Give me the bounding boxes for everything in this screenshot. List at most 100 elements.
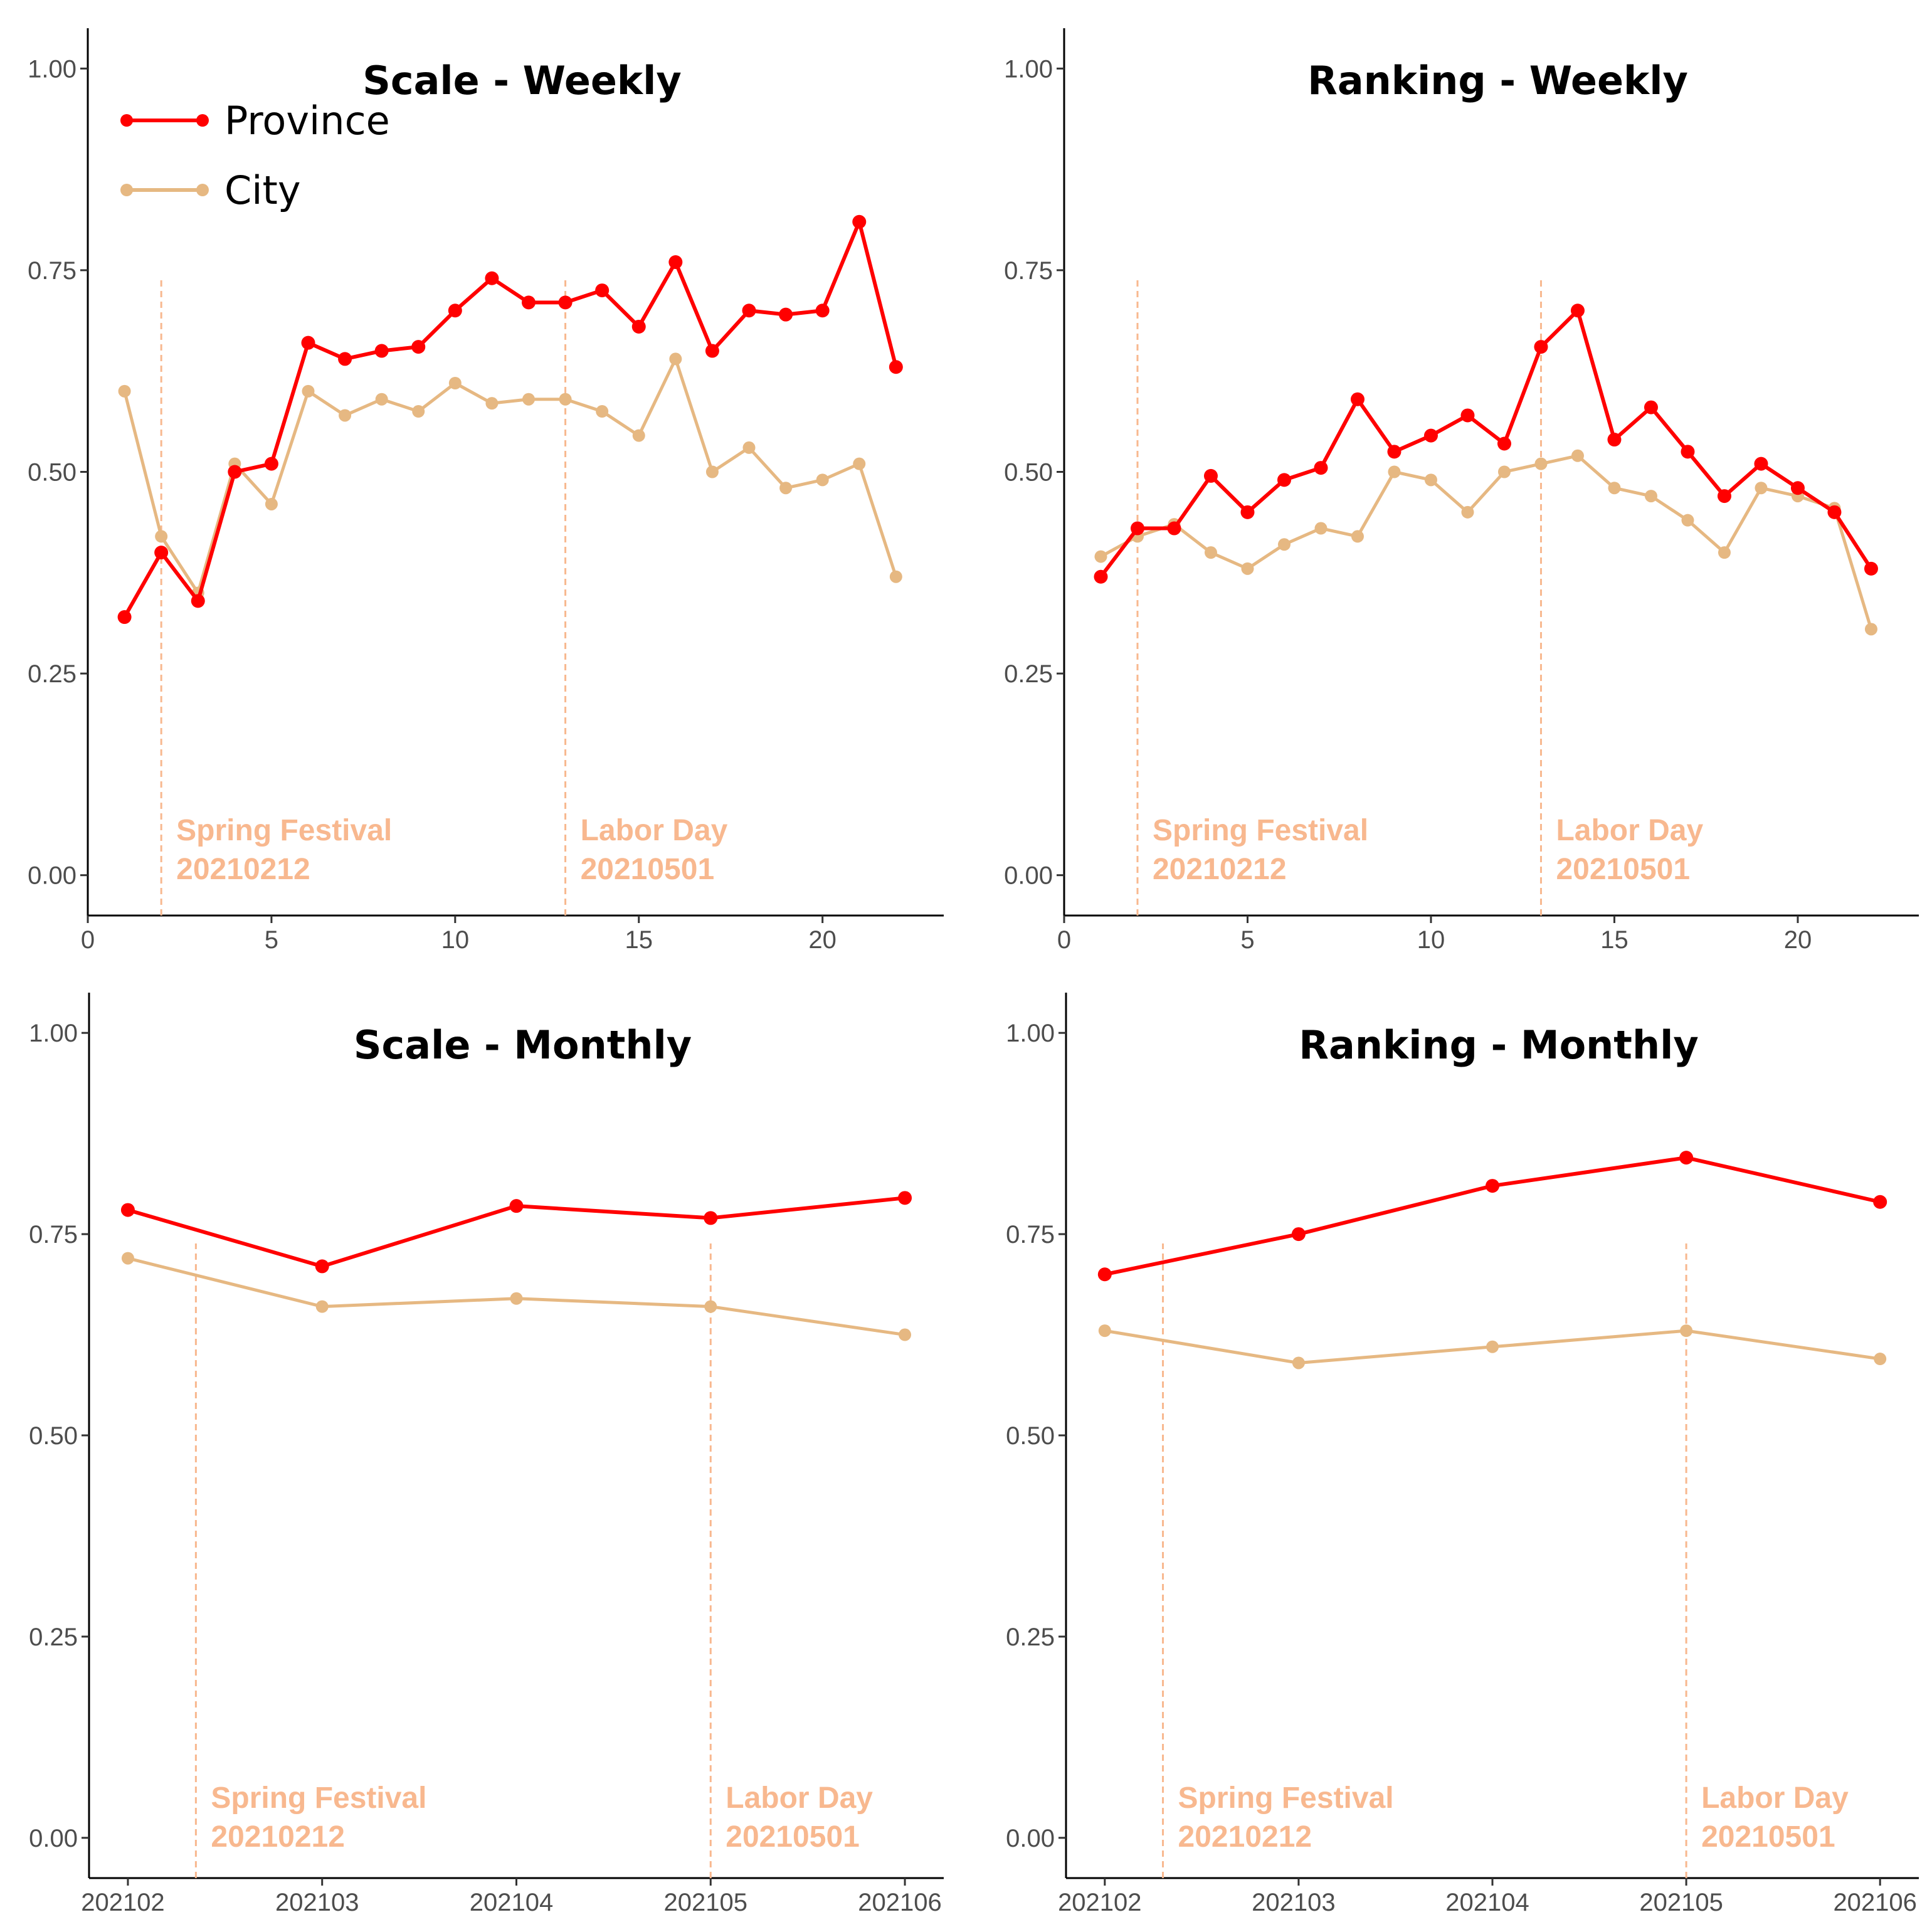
annotation-label: Spring Festival: [1153, 814, 1368, 847]
point-city: [816, 473, 829, 487]
y-tick-label: 0.25: [1004, 660, 1053, 688]
annotation-label: Spring Festival: [1178, 1782, 1394, 1815]
point-province: [1873, 1195, 1887, 1209]
y-tick-label: 0.75: [29, 1221, 78, 1248]
y-tick-label: 0.25: [29, 1623, 78, 1651]
point-city: [1292, 1356, 1305, 1370]
annotation-label: Labor Day: [726, 1782, 873, 1815]
point-province: [889, 360, 903, 374]
x-tick-label: 5: [265, 926, 278, 954]
legend-swatch-point: [196, 184, 209, 196]
point-city: [669, 352, 682, 366]
point-city: [853, 457, 866, 470]
x-tick-label: 5: [1240, 926, 1254, 954]
point-city: [704, 1300, 717, 1313]
point-province: [1534, 340, 1548, 354]
point-city: [1204, 546, 1217, 559]
point-province: [154, 546, 169, 560]
point-province: [1094, 569, 1108, 584]
point-province: [595, 283, 610, 298]
point-province: [1277, 473, 1291, 487]
point-province: [1167, 521, 1181, 536]
y-tick-label: 0.25: [1006, 1623, 1055, 1651]
y-tick-label: 1.00: [29, 1020, 78, 1047]
y-tick-label: 1.00: [28, 55, 77, 83]
point-city: [1681, 514, 1694, 527]
point-province: [117, 610, 132, 625]
annotation-label: Labor Day: [1701, 1782, 1849, 1815]
point-city: [485, 397, 499, 410]
series-line-city: [1100, 454, 1873, 630]
point-city: [1277, 538, 1291, 551]
x-tick-label: 202106: [858, 1889, 941, 1916]
x-tick-label: 202104: [470, 1889, 553, 1916]
point-province: [1130, 521, 1144, 536]
x-tick-label: 0: [81, 926, 95, 954]
point-city: [899, 1328, 912, 1341]
point-city: [1755, 482, 1768, 495]
point-city: [1424, 473, 1437, 487]
point-city: [1461, 505, 1474, 519]
y-tick-label: 1.00: [1006, 1020, 1055, 1047]
series-line-province: [1104, 1156, 1881, 1277]
annotation-date: 20210501: [726, 1820, 860, 1854]
y-tick-label: 0.50: [1004, 459, 1053, 487]
point-city: [265, 497, 278, 510]
point-province: [1097, 1267, 1112, 1282]
point-city: [155, 530, 168, 543]
y-tick-label: 0.00: [29, 1825, 78, 1852]
point-province: [1864, 561, 1878, 576]
y-tick-label: 0.75: [28, 257, 77, 285]
point-province: [852, 214, 867, 229]
point-city: [1874, 1353, 1887, 1366]
x-tick-label: 202102: [81, 1889, 164, 1916]
y-tick-label: 0.00: [1006, 1825, 1055, 1852]
point-city: [596, 405, 609, 418]
panel-title: Ranking - Monthly: [1299, 1022, 1699, 1068]
point-city: [522, 393, 536, 406]
annotation-label: Spring Festival: [176, 814, 392, 847]
point-province: [1497, 436, 1511, 451]
point-city: [1644, 490, 1657, 503]
x-tick-label: 202103: [275, 1889, 359, 1916]
point-province: [1387, 445, 1401, 459]
point-province: [509, 1199, 524, 1213]
point-province: [558, 295, 573, 310]
legend: Province City: [120, 98, 390, 213]
x-tick-label: 202104: [1445, 1889, 1529, 1916]
point-province: [120, 1203, 135, 1217]
point-province: [779, 307, 793, 322]
point-city: [1680, 1324, 1693, 1338]
annotation-date: 20210212: [211, 1820, 345, 1854]
series-line-city: [123, 357, 898, 594]
point-province: [338, 352, 352, 366]
x-tick-label: 202102: [1058, 1889, 1141, 1916]
point-province: [1203, 468, 1218, 483]
point-city: [889, 570, 902, 583]
point-city: [1718, 546, 1731, 559]
point-city: [315, 1300, 329, 1313]
y-tick-label: 0.50: [1006, 1422, 1055, 1450]
point-province: [631, 319, 646, 334]
panel-4: 0.00 0.25 0.50 0.75 1.00 202102 202103 202104 20…: [1006, 993, 1919, 1916]
x-tick-label: 15: [1600, 926, 1628, 954]
point-province: [1486, 1179, 1499, 1193]
y-tick-label: 0.00: [1004, 862, 1053, 890]
annotation-label: Labor Day: [581, 814, 728, 847]
point-province: [742, 304, 756, 318]
legend-swatch-point: [120, 184, 133, 196]
point-province: [1790, 481, 1805, 495]
x-tick-label: 20: [1784, 926, 1812, 954]
point-province: [411, 340, 426, 354]
y-tick-label: 1.00: [1004, 55, 1053, 83]
point-province: [815, 304, 830, 318]
annotation-date: 20210501: [1701, 1820, 1835, 1854]
y-tick-label: 0.25: [28, 660, 77, 688]
panel-title: Scale - Monthly: [354, 1022, 692, 1068]
point-city: [559, 393, 572, 406]
x-tick-label: 202105: [1639, 1889, 1723, 1916]
point-province: [705, 344, 719, 358]
point-province: [1570, 304, 1585, 318]
point-province: [1827, 505, 1842, 519]
annotation-date: 20210501: [581, 853, 715, 886]
